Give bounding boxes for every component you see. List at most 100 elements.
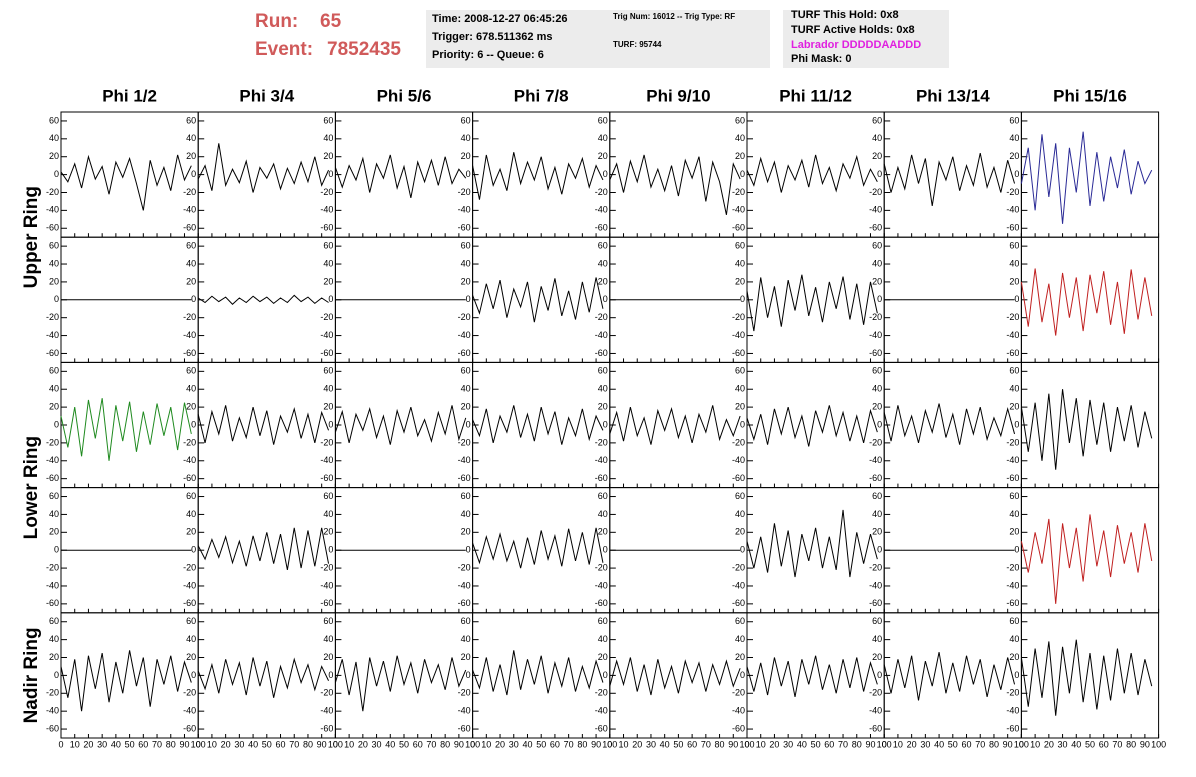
- y-tick-label: -40: [320, 706, 333, 716]
- y-tick-label: 20: [872, 401, 882, 411]
- panel-frame: [472, 236, 611, 363]
- y-tick-label: 40: [461, 509, 471, 519]
- y-tick-label: -40: [595, 455, 608, 465]
- x-tick-label: 50: [673, 739, 683, 749]
- y-tick-label: -20: [458, 688, 471, 698]
- y-tick-label: 40: [598, 258, 608, 268]
- y-tick-label: -20: [1006, 437, 1019, 447]
- y-tick-label: 0: [191, 419, 196, 429]
- y-tick-label: -60: [595, 223, 608, 233]
- x-tick-label: 10: [1030, 739, 1040, 749]
- info-text: Phi Mask: 0: [791, 53, 852, 65]
- y-tick-label: -40: [183, 706, 196, 716]
- panel-frame: [1020, 361, 1160, 489]
- column-label: Phi 11/12: [779, 86, 852, 105]
- y-tick-label: 60: [598, 241, 608, 251]
- y-tick-label: 60: [186, 491, 196, 501]
- y-tick-label: 0: [191, 545, 196, 555]
- y-tick-label: 0: [1014, 670, 1019, 680]
- y-tick-label: -20: [46, 562, 59, 572]
- ring-label: Upper Ring: [21, 186, 42, 288]
- panel-frame: [883, 361, 1022, 489]
- y-tick-label: 20: [598, 652, 608, 662]
- y-tick-label: 0: [740, 545, 745, 555]
- event-label: Event:: [255, 39, 313, 60]
- y-tick-label: -20: [732, 437, 745, 447]
- column-label: Phi 13/14: [916, 86, 990, 105]
- x-tick-label: 80: [852, 739, 862, 749]
- x-tick-label: 70: [1112, 739, 1122, 749]
- y-tick-label: -40: [46, 455, 59, 465]
- y-tick-label: -60: [458, 348, 471, 358]
- y-tick-label: -60: [458, 598, 471, 608]
- y-tick-label: 60: [1009, 616, 1019, 626]
- panel-frame: [472, 361, 611, 489]
- y-tick-label: -40: [183, 580, 196, 590]
- run-number: 65: [320, 11, 342, 32]
- y-tick-label: 60: [872, 241, 882, 251]
- y-tick-label: 0: [54, 169, 59, 179]
- x-tick-label: 0: [882, 739, 887, 749]
- y-tick-label: 0: [328, 419, 333, 429]
- y-tick-label: -40: [320, 455, 333, 465]
- y-tick-label: -20: [1006, 562, 1019, 572]
- y-tick-label: 0: [54, 670, 59, 680]
- y-tick-label: 60: [461, 241, 471, 251]
- panel-frame: [746, 236, 885, 363]
- waveform: [197, 294, 329, 305]
- x-tick-label: 20: [358, 739, 368, 749]
- y-tick-label: 60: [49, 616, 59, 626]
- y-tick-label: -40: [458, 706, 471, 716]
- column-label: Phi 15/16: [1053, 86, 1127, 105]
- x-tick-label: 0: [470, 739, 475, 749]
- x-tick-label: 60: [413, 739, 423, 749]
- y-tick-label: 0: [328, 169, 333, 179]
- x-tick-label: 100: [1151, 739, 1166, 749]
- y-tick-label: 40: [872, 384, 882, 394]
- panel-frame: [197, 361, 336, 489]
- y-tick-label: 0: [603, 169, 608, 179]
- y-tick-label: 20: [49, 276, 59, 286]
- panel-frame: [197, 487, 336, 614]
- y-tick-label: 60: [49, 115, 59, 125]
- y-tick-label: 40: [49, 634, 59, 644]
- y-tick-label: -60: [1006, 223, 1019, 233]
- y-tick-label: -60: [46, 348, 59, 358]
- y-tick-label: 40: [872, 509, 882, 519]
- y-tick-label: -40: [46, 706, 59, 716]
- x-tick-label: 50: [262, 739, 272, 749]
- y-tick-label: 0: [740, 169, 745, 179]
- y-tick-label: -60: [732, 223, 745, 233]
- y-tick-label: -20: [183, 562, 196, 572]
- panel-frame: [1020, 111, 1160, 238]
- y-tick-label: -60: [46, 223, 59, 233]
- waveform: [334, 655, 467, 712]
- x-tick-label: 80: [715, 739, 725, 749]
- waveform: [883, 403, 1016, 445]
- y-tick-label: 20: [872, 151, 882, 161]
- y-tick-label: -20: [183, 437, 196, 447]
- y-tick-label: 0: [877, 169, 882, 179]
- y-tick-label: 40: [735, 634, 745, 644]
- y-tick-label: 60: [872, 115, 882, 125]
- y-tick-label: 0: [603, 670, 608, 680]
- panel-frame: [472, 487, 611, 614]
- y-tick-label: -20: [595, 437, 608, 447]
- column-label: Phi 9/10: [646, 86, 710, 105]
- waveform: [472, 277, 604, 323]
- waveform: [609, 405, 741, 445]
- waveform: [883, 652, 1016, 701]
- y-tick-label: -20: [320, 562, 333, 572]
- y-tick-label: 0: [191, 670, 196, 680]
- y-tick-label: 60: [49, 366, 59, 376]
- y-tick-label: 60: [186, 241, 196, 251]
- y-tick-label: -40: [595, 706, 608, 716]
- y-tick-label: -40: [1006, 455, 1019, 465]
- panel-frame: [1020, 612, 1160, 739]
- x-tick-label: 70: [289, 739, 299, 749]
- info-text: TURF Active Holds: 0x8: [791, 24, 915, 36]
- x-tick-label: 50: [811, 739, 821, 749]
- y-tick-label: -40: [46, 205, 59, 215]
- waveform: [1020, 131, 1153, 224]
